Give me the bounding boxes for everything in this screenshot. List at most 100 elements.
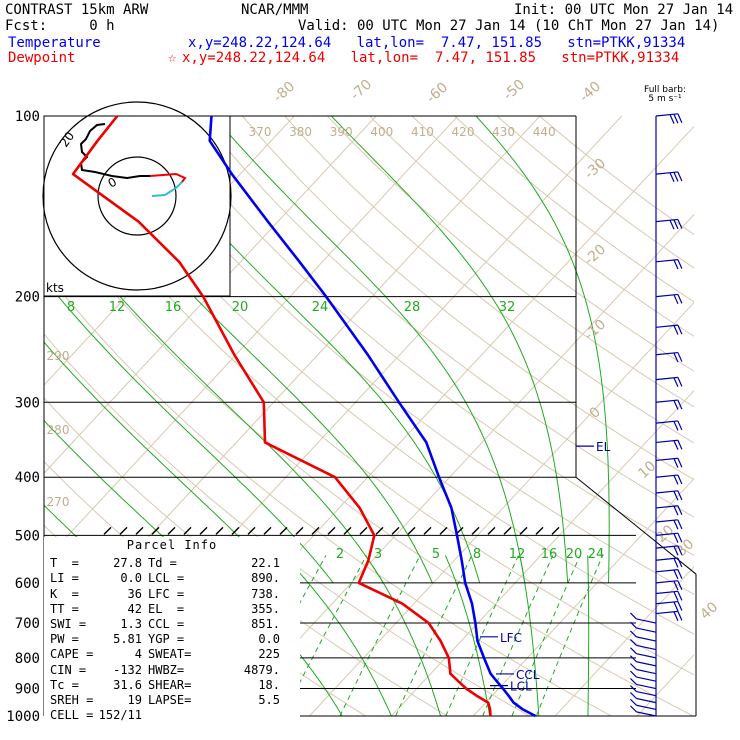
dry-adiabat-label: 290	[47, 349, 70, 363]
pressure-label: 600	[15, 576, 40, 592]
moist-adiabat-line	[364, 555, 441, 716]
wind-barb	[636, 704, 657, 710]
mixing-ratio-line	[339, 555, 421, 716]
isotherm-line	[719, 116, 740, 716]
mixing-ratio-line	[535, 555, 604, 716]
moist-adiabat-label: 32	[499, 300, 516, 315]
wind-barb-flag	[630, 705, 637, 713]
init-time: Init: 00 UTC Mon 27 Jan 14	[514, 2, 734, 18]
level-marker-label: LCL	[510, 680, 532, 694]
dry-adiabat-line	[326, 116, 694, 408]
wind-barb-flag	[669, 114, 675, 124]
dewpoint-star-icon: ☆	[168, 50, 177, 66]
moist-adiabat-line	[119, 116, 481, 584]
parcel-value: -132	[113, 662, 142, 677]
moist-adiabat-line	[475, 116, 610, 583]
dry-adiabat-line	[44, 203, 694, 716]
isotherm-label: -50	[500, 76, 528, 103]
parcel-key: CIN =	[50, 662, 87, 677]
dewpoint-location: x,y=248.22,124.64 lat,lon= 7.47, 151.85 …	[182, 50, 680, 66]
wind-barb-flag	[669, 172, 675, 182]
wind-barb-flag	[673, 113, 679, 124]
parcel-key: T =	[50, 556, 79, 571]
isotherm-label: 0	[587, 404, 604, 422]
tick-mark	[503, 526, 512, 535]
parcel-key: PW =	[50, 632, 79, 647]
dry-adiabat-line	[284, 116, 694, 444]
isotherm-label: -40	[576, 78, 604, 105]
mixing-ratio-label: 12	[509, 547, 526, 562]
wind-barb-flag	[673, 569, 679, 580]
parcel-key: TT =	[50, 601, 79, 616]
wind-barb-flag	[673, 352, 679, 363]
tick-mark	[343, 526, 352, 535]
dewpoint-trace	[71, 115, 492, 717]
tick-mark	[375, 526, 384, 535]
isotherm-line	[309, 301, 694, 716]
wind-barb-flag	[630, 655, 637, 663]
parcel-value: 851.	[251, 616, 280, 631]
mixing-ratio-label: 2	[336, 547, 344, 562]
parcel-value: 5.5	[258, 692, 280, 707]
tick-mark	[519, 526, 528, 535]
dry-adiabat-line	[72, 116, 694, 635]
wind-barb-flag	[677, 519, 683, 530]
parcel-info-row: Tc = 31.6 SHEAR= 18.	[44, 678, 300, 693]
wind-barb-flag	[677, 399, 683, 410]
wind-barb-flag	[673, 611, 679, 622]
tick-mark	[151, 526, 160, 535]
parcel-key: Tc =	[50, 677, 79, 692]
model-title: CONTRAST 15km ARW	[5, 2, 149, 18]
moist-adiabat-line	[283, 555, 392, 716]
wind-barb-flag	[630, 621, 637, 629]
wind-barb-flag	[677, 171, 683, 182]
parcel-info-row: K = 36 LFC = 738.	[44, 587, 300, 602]
pressure-label: 800	[15, 651, 40, 667]
parcel-key: K =	[50, 586, 79, 601]
background-lines	[44, 116, 740, 716]
moist-adiabat-line	[212, 116, 526, 583]
parcel-info-row: PW = 5.81 YGP = 0.0	[44, 632, 300, 647]
wind-barb-flag	[677, 113, 683, 124]
mixing-ratio-line	[282, 555, 367, 716]
mixing-ratio-label: 16	[541, 547, 558, 562]
isotherm-label: 40	[697, 599, 721, 623]
tick-mark	[231, 526, 240, 535]
parcel-key: CCL =	[148, 616, 185, 631]
tick-mark	[167, 526, 176, 535]
moist-adiabat-label: 24	[312, 300, 329, 315]
wind-barb-flag	[677, 457, 683, 468]
tick-mark	[295, 526, 304, 535]
temperature-location: x,y=248.22,124.64 lat,lon= 7.47, 151.85 …	[188, 35, 686, 51]
wind-barb-flag	[677, 324, 683, 335]
dry-adiabat-line	[44, 333, 531, 716]
tick-mark	[391, 526, 400, 535]
pressure-label: 900	[15, 682, 40, 698]
dry-adiabat-line	[539, 116, 694, 236]
wind-barb-flag	[677, 377, 683, 387]
wind-barb-flag	[630, 612, 637, 620]
parcel-value: 225	[258, 647, 280, 662]
mixing-ratio-label: 24	[588, 547, 605, 562]
parcel-key: HWBZ=	[148, 662, 185, 677]
moist-adiabat-label: 28	[404, 300, 421, 315]
parcel-key: YGP =	[148, 632, 185, 647]
wind-barb-flag	[677, 440, 683, 450]
isotherm-label: -10	[581, 316, 609, 343]
isotherm-line	[636, 654, 694, 716]
wind-barb	[636, 661, 657, 667]
moist-adiabat-label: 16	[165, 300, 182, 315]
parcel-info-box: Parcel Info T = 27.8 Td = 22.1 LI = 0.0 LCL = 8…	[44, 537, 300, 728]
wind-barb	[636, 676, 657, 682]
dry-adiabat-line	[114, 116, 694, 595]
moist-adiabat-line	[519, 555, 540, 716]
dry-adiabat-label: 270	[47, 495, 70, 509]
mixing-ratio-line	[511, 555, 581, 716]
mixing-ratio-label: 5	[432, 547, 440, 562]
wind-barb-flag	[673, 421, 679, 431]
wind-barb-flag	[673, 519, 679, 530]
level-marker-label: EL	[596, 440, 611, 454]
tick-mark	[263, 526, 272, 535]
wind-barb-flag	[630, 670, 637, 678]
